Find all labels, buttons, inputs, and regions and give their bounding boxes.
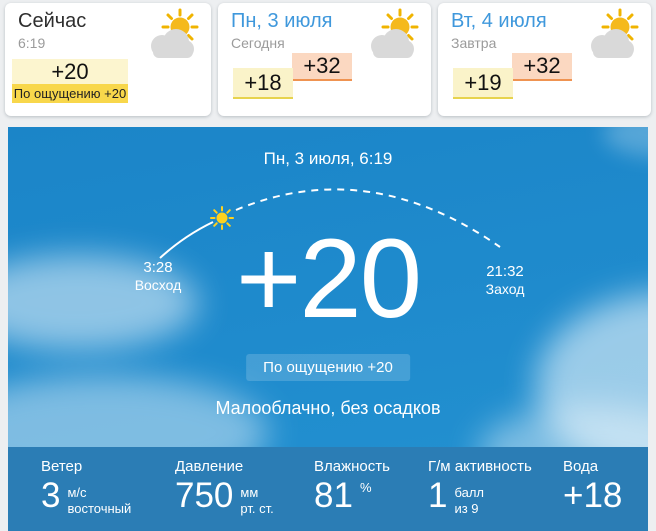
current-temp-badge: +20 [12,59,128,84]
stat-pressure-unit-1: мм [240,485,259,500]
card-now-time: 6:19 [18,35,46,51]
stat-geomagnetic-label: Г/м активность [428,458,532,475]
sunset-info: 21:32 Заход [450,263,560,297]
stat-humidity-value: 81 [314,476,353,515]
sunrise-label: Восход [134,277,182,293]
sun-behind-cloud-icon [371,8,419,58]
stat-geomagnetic: Г/м активность 1 балл из 9 [428,458,532,516]
sky-background: Пн, 3 июля, 6:19 3:28 Восход 21:32 Заход… [8,127,648,447]
card-now-title: Сейчас [18,10,87,32]
current-temperature: +20 [236,216,422,341]
sunset-time: 21:32 [486,263,524,280]
cloud-left [8,255,198,350]
stat-wind: Ветер 3 м/с восточный [41,458,131,516]
stat-humidity-unit: % [359,480,372,495]
sun-behind-cloud-icon [591,8,639,58]
stat-geomagnetic-unit-1: балл [454,485,485,500]
stat-wind-value: 3 [41,476,61,515]
card-now[interactable]: Сейчас 6:19 +20 По ощущению +20 [5,3,211,116]
feels-like-badge: По ощущению +20 [246,354,410,381]
card-tomorrow[interactable]: Вт, 4 июля Завтра +32 +19 [438,3,651,116]
tomorrow-max-temp: +32 [512,53,572,81]
stat-humidity: Влажность 81 % [314,458,390,513]
stat-geomagnetic-value: 1 [428,476,448,515]
stat-pressure: Давление 750 мм рт. ст. [175,458,274,516]
stat-humidity-label: Влажность [314,458,390,475]
sunrise-info: 3:28 Восход [103,259,213,293]
stat-geomagnetic-unit-2: из 9 [454,500,479,516]
stat-wind-direction: восточный [67,500,132,516]
card-today[interactable]: Пн, 3 июля Сегодня +32 +18 [218,3,431,116]
stat-pressure-unit-2: рт. ст. [240,500,274,516]
card-tomorrow-subtitle: Завтра [451,35,497,51]
condition-text: Малооблачно, без осадков [215,398,441,418]
current-weather-panel: Пн, 3 июля, 6:19 3:28 Восход 21:32 Заход… [8,127,648,531]
stat-water-value: +18 [563,476,623,515]
card-tomorrow-link[interactable]: Вт, 4 июля [451,10,547,32]
forecast-cards-row: Сейчас 6:19 +20 По ощущению +20 [5,3,651,116]
today-min-temp: +18 [233,68,293,99]
sunset-label: Заход [485,281,525,297]
card-today-subtitle: Сегодня [231,35,285,51]
panel-date: Пн, 3 июля, 6:19 [263,149,393,168]
stat-water: Вода +18 [563,458,622,513]
feels-like-ribbon: По ощущению +20 [12,84,128,103]
sun-path-arc [159,188,501,259]
tomorrow-min-temp: +19 [453,68,513,99]
sun-icon [210,206,234,230]
today-max-temp: +32 [292,53,352,81]
stat-water-label: Вода [563,458,599,475]
stat-wind-unit: м/с [67,485,87,500]
stats-bar: Ветер 3 м/с восточный Давление 750 мм рт… [8,447,648,531]
sun-behind-cloud-icon [151,8,199,58]
card-today-link[interactable]: Пн, 3 июля [231,10,333,32]
stat-pressure-label: Давление [175,458,244,475]
stat-wind-label: Ветер [41,458,83,475]
sunrise-time: 3:28 [143,259,173,276]
stat-pressure-value: 750 [175,476,234,515]
